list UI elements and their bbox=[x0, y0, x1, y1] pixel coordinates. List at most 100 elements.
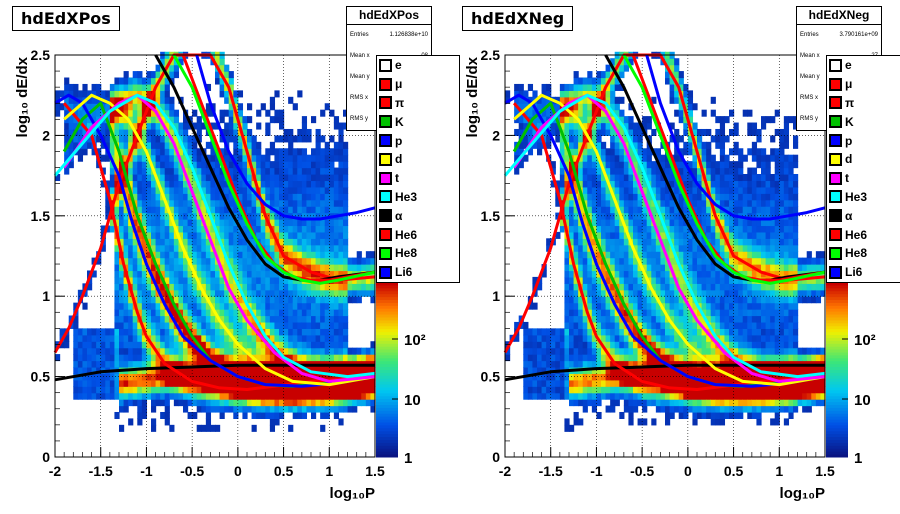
heatmap-cell bbox=[228, 122, 234, 130]
heatmap-cell bbox=[573, 90, 579, 98]
heatmap-cell bbox=[146, 212, 152, 220]
heatmap-cell bbox=[228, 315, 234, 323]
heatmap-cell bbox=[137, 334, 143, 342]
heatmap-cell bbox=[706, 231, 712, 239]
heatmap-cell bbox=[311, 148, 317, 156]
curve-Li6 bbox=[195, 54, 376, 221]
heatmap-cell bbox=[178, 244, 184, 252]
heatmap-cell bbox=[573, 167, 579, 175]
heatmap-cell bbox=[219, 148, 225, 156]
heatmap-cell bbox=[173, 289, 180, 297]
heatmap-cell bbox=[311, 116, 317, 124]
heatmap-cell bbox=[123, 276, 129, 284]
heatmap-cell bbox=[537, 354, 543, 362]
heatmap-cell bbox=[343, 141, 349, 149]
heatmap-cell bbox=[128, 199, 134, 207]
heatmap-cell bbox=[546, 354, 552, 362]
heatmap-cell bbox=[637, 289, 643, 297]
heatmap-cell bbox=[578, 315, 584, 323]
heatmap-cell bbox=[619, 206, 625, 214]
heatmap-cell bbox=[215, 199, 221, 207]
heatmap-cell bbox=[169, 167, 175, 175]
heatmap-cell bbox=[87, 341, 93, 349]
heatmap-cell bbox=[251, 341, 257, 349]
heatmap-cell bbox=[633, 199, 639, 207]
heatmap-cell bbox=[315, 154, 321, 162]
heatmap-cell bbox=[646, 399, 652, 407]
heatmap-cell bbox=[715, 418, 721, 426]
heatmap-cell bbox=[265, 321, 271, 329]
heatmap-cell bbox=[269, 193, 276, 201]
heatmap-cell bbox=[297, 289, 303, 297]
heatmap-cell bbox=[619, 257, 625, 265]
heatmap-cell bbox=[123, 360, 129, 368]
heatmap-cell bbox=[564, 90, 570, 98]
heatmap-cell bbox=[224, 360, 230, 368]
heatmap-cell bbox=[619, 354, 625, 362]
heatmap-cell bbox=[623, 296, 630, 304]
heatmap-cell bbox=[660, 392, 666, 400]
heatmap-cell bbox=[205, 251, 212, 259]
heatmap-cell bbox=[610, 244, 616, 252]
heatmap-cell bbox=[164, 315, 170, 323]
heatmap-cell bbox=[151, 309, 157, 317]
heatmap-cell bbox=[224, 347, 230, 355]
heatmap-cell bbox=[132, 103, 138, 111]
heatmap-cell bbox=[260, 180, 266, 188]
heatmap-cell bbox=[301, 302, 308, 310]
heatmap-cell bbox=[247, 289, 253, 297]
heatmap-cell bbox=[279, 186, 285, 194]
heatmap-cell bbox=[164, 193, 170, 201]
heatmap-cell bbox=[306, 354, 312, 362]
heatmap-cell bbox=[564, 193, 570, 201]
heatmap-cell bbox=[633, 379, 639, 387]
legend-entry: He6 bbox=[377, 225, 459, 244]
heatmap-cell bbox=[91, 109, 97, 117]
heatmap-cell bbox=[573, 257, 579, 265]
heatmap-cell bbox=[233, 379, 239, 387]
heatmap-cell bbox=[610, 392, 616, 400]
heatmap-cell bbox=[715, 392, 721, 400]
heatmap-cell bbox=[610, 225, 616, 233]
heatmap-cell bbox=[205, 379, 212, 387]
heatmap-cell bbox=[210, 270, 216, 278]
heatmap-cell bbox=[247, 315, 253, 323]
heatmap-cell bbox=[338, 296, 344, 304]
colorbar-cell bbox=[376, 290, 398, 295]
heatmap-cell bbox=[370, 257, 376, 265]
heatmap-cell bbox=[224, 225, 230, 233]
heatmap-cell bbox=[128, 328, 134, 336]
heatmap-cell bbox=[619, 148, 625, 156]
heatmap-cell bbox=[338, 173, 344, 182]
heatmap-cell bbox=[573, 392, 579, 400]
heatmap-cell bbox=[132, 328, 138, 336]
heatmap-cell bbox=[96, 135, 102, 143]
heatmap-cell bbox=[137, 302, 143, 310]
heatmap-cell bbox=[578, 83, 584, 91]
heatmap-cell bbox=[361, 392, 367, 400]
heatmap-cell bbox=[564, 309, 570, 317]
heatmap-cell bbox=[569, 328, 575, 336]
heatmap-cell bbox=[591, 296, 598, 304]
heatmap-cell bbox=[518, 96, 524, 104]
heatmap-cell bbox=[614, 148, 620, 156]
heatmap-cell bbox=[329, 219, 335, 227]
heatmap-cell bbox=[265, 186, 271, 194]
heatmap-cell bbox=[201, 360, 207, 368]
heatmap-cell bbox=[605, 373, 611, 381]
heatmap-cell bbox=[215, 392, 221, 400]
heatmap-cell bbox=[173, 219, 180, 227]
heatmap-cell bbox=[100, 122, 106, 130]
heatmap-cell bbox=[370, 283, 376, 291]
heatmap-cell bbox=[683, 90, 689, 98]
heatmap-cell bbox=[164, 238, 170, 246]
heatmap-cell bbox=[228, 167, 234, 175]
legend-label: He3 bbox=[395, 189, 418, 204]
heatmap-cell bbox=[569, 141, 575, 149]
heatmap-cell bbox=[610, 83, 616, 91]
heatmap-cell bbox=[274, 405, 280, 413]
heatmap-cell bbox=[96, 373, 102, 381]
heatmap-cell bbox=[311, 321, 317, 329]
heatmap-cell bbox=[164, 180, 170, 188]
heatmap-cell bbox=[205, 334, 212, 342]
